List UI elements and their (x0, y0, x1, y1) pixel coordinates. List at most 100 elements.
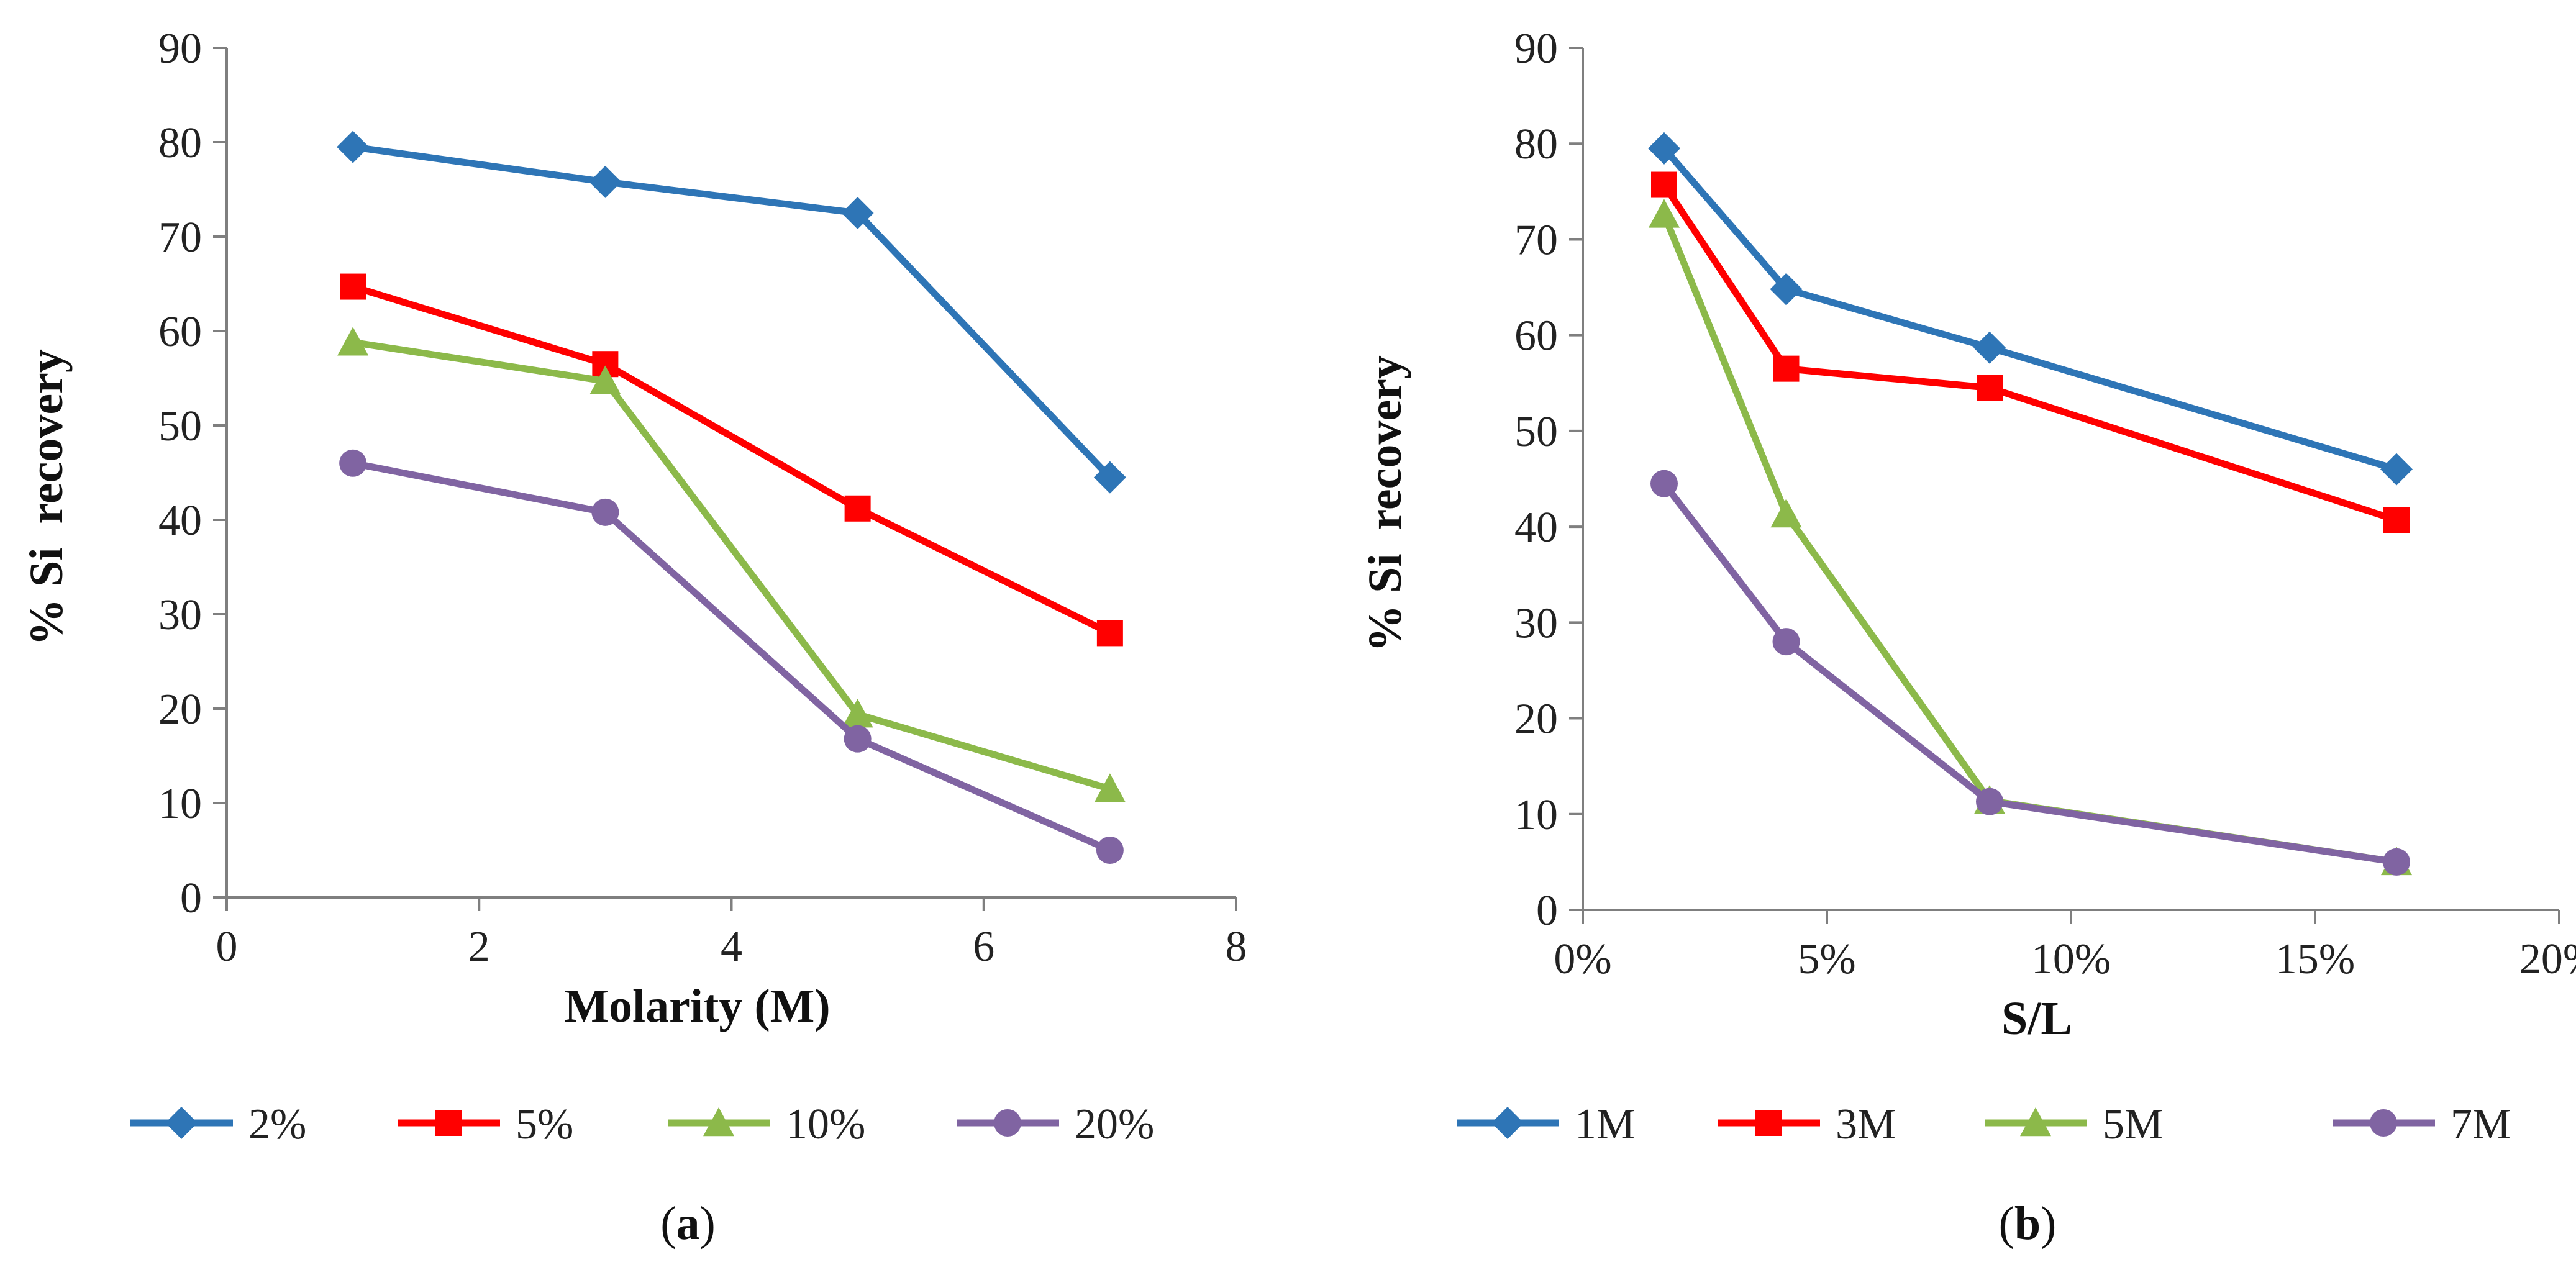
y-tick-label: 80 (1514, 120, 1558, 168)
data-point (1973, 331, 2006, 364)
y-tick-label: 40 (1514, 504, 1558, 552)
data-point (591, 498, 619, 526)
y-tick-label: 30 (1514, 599, 1558, 647)
legend-marker (994, 1109, 1021, 1137)
legend-item: 1M (1457, 1101, 1635, 1148)
x-tick-label: 0 (216, 923, 238, 971)
legend-item: 3M (1718, 1101, 1896, 1148)
x-axis-title: S/L (2001, 992, 2072, 1045)
data-point (1770, 273, 1803, 306)
x-axis-title: Molarity (M) (564, 980, 830, 1032)
x-tick-label: 0% (1554, 935, 1611, 983)
y-tick-label: 80 (158, 119, 202, 167)
data-point (1096, 620, 1123, 647)
legend-marker (435, 1110, 462, 1136)
x-tick-label: 6 (973, 923, 994, 971)
panel-label-close: ) (700, 1197, 716, 1250)
chart-panel-b: 0 10 20 30 40 50 60 70 80 90 0% 5% 10% 15% 20% S/L % Si … (1359, 25, 2576, 1250)
panel-label-open: ( (660, 1197, 676, 1250)
data-point (589, 365, 621, 394)
data-point (1096, 837, 1124, 864)
legend-marker (165, 1107, 198, 1139)
legend-item: 10% (668, 1101, 865, 1148)
series-blue (337, 130, 1126, 494)
panel-label-letter: a (676, 1197, 700, 1250)
x-tick-label: 2 (468, 923, 490, 971)
legend-label: 10% (786, 1101, 865, 1148)
panel-label-letter: b (2014, 1197, 2041, 1250)
series-line (349, 143, 1114, 481)
data-point (1648, 132, 1680, 165)
data-point (1094, 773, 1126, 802)
data-point (340, 273, 366, 300)
legend-item: 7M (2333, 1101, 2511, 1148)
legend-label: 5M (2103, 1101, 2163, 1148)
y-tick-label: 30 (158, 591, 202, 639)
data-point (337, 327, 369, 356)
y-tick-label: 90 (1514, 25, 1558, 73)
x-tick-label: 15% (2275, 935, 2355, 983)
data-point (844, 495, 871, 522)
series-purple (1650, 470, 2410, 876)
data-point (844, 725, 872, 753)
legend-label: 1M (1575, 1101, 1635, 1148)
y-tick-label: 20 (1514, 696, 1558, 743)
y-tick-label: 70 (158, 214, 202, 261)
y-axis-title: % Si recovery (1359, 355, 1411, 652)
data-point (842, 699, 873, 728)
y-tick-label: 60 (158, 308, 202, 356)
data-point (1977, 375, 2003, 401)
legend-item: 2% (130, 1101, 306, 1148)
data-point (337, 130, 370, 163)
series-line (349, 283, 1114, 637)
data-point (2380, 453, 2413, 486)
data-point (2383, 507, 2410, 533)
data-point (1976, 788, 2003, 815)
y-axis-title: % Si recovery (20, 349, 73, 646)
data-point (1772, 628, 1800, 656)
legend-label: 2% (248, 1101, 306, 1148)
series-blue (1648, 132, 2413, 486)
panel-label: (b) (1999, 1197, 2057, 1250)
legend-label: 20% (1075, 1101, 1154, 1148)
y-tick-label: 10 (158, 780, 202, 828)
series-line (349, 460, 1114, 854)
data-point (1649, 199, 1680, 228)
panel-label: (a) (660, 1197, 716, 1250)
series-red (1651, 171, 2410, 533)
legend-marker (703, 1107, 734, 1137)
series-line (1660, 211, 2400, 866)
series-red (340, 273, 1123, 647)
data-point (2383, 848, 2410, 876)
legend-item: 5M (1985, 1101, 2163, 1148)
data-point (1773, 355, 1800, 382)
data-point (339, 449, 367, 477)
x-tick-label: 5% (1798, 935, 1855, 983)
series-line (1660, 181, 2400, 524)
series-line (1660, 145, 2400, 473)
y-tick-label: 70 (1514, 216, 1558, 264)
data-point (1770, 499, 1802, 528)
legend-item: 20% (957, 1101, 1154, 1148)
y-tick-label: 0 (1536, 887, 1558, 935)
y-tick-label: 20 (158, 686, 202, 733)
y-tick-label: 60 (1514, 312, 1558, 360)
legend-label: 3M (1836, 1101, 1896, 1148)
data-point (589, 165, 622, 198)
series-line (1660, 480, 2400, 866)
x-tick-label: 4 (721, 923, 742, 971)
series-purple (339, 449, 1124, 864)
legend-marker (1755, 1110, 1782, 1136)
data-point (841, 197, 874, 229)
y-tick-label: 0 (180, 874, 202, 922)
y-tick-label: 50 (158, 402, 202, 450)
panel-label-open: ( (1999, 1197, 2014, 1250)
y-tick-label: 90 (158, 25, 202, 73)
panel-label-close: ) (2041, 1197, 2056, 1250)
y-tick-label: 40 (158, 497, 202, 545)
legend-label: 5% (516, 1101, 573, 1148)
legend-marker (1491, 1107, 1524, 1139)
data-point (1650, 470, 1678, 497)
legend-item: 5% (398, 1101, 573, 1148)
